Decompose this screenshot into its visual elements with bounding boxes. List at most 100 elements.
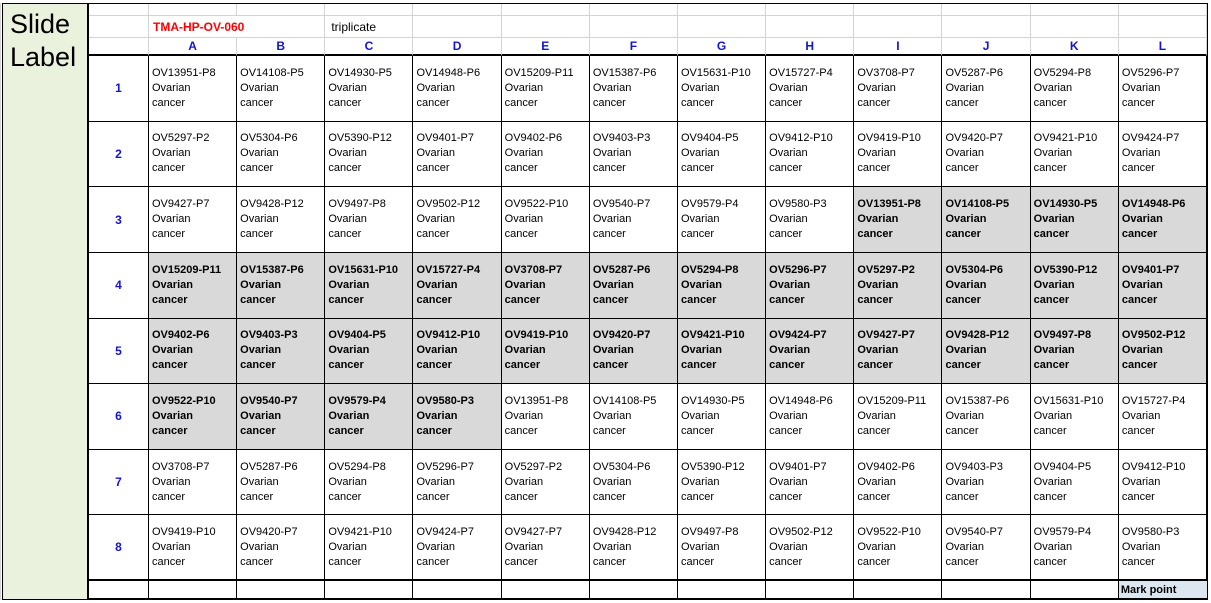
tma-cell[interactable]: OV15209-P11 Ovarian cancer — [854, 384, 943, 450]
footer-spacer-cell[interactable] — [237, 581, 326, 598]
tma-cell[interactable]: OV9580-P3 Ovarian cancer — [1118, 515, 1207, 581]
row-header-2[interactable]: 2 — [89, 121, 149, 188]
tma-cell[interactable]: OV14108-P5 Ovarian cancer — [589, 384, 678, 450]
column-header-H[interactable]: H — [766, 38, 855, 56]
header-spacer-cell[interactable] — [1030, 16, 1119, 38]
row-header-4[interactable]: 4 — [89, 252, 149, 319]
tma-cell[interactable]: OV9424-P7 Ovarian cancer — [766, 318, 855, 385]
tma-cell[interactable]: OV9428-P12 Ovarian cancer — [942, 318, 1031, 385]
tma-cell[interactable]: OV5390-P12 Ovarian cancer — [677, 449, 767, 516]
row-header-6[interactable]: 6 — [89, 384, 149, 450]
tma-cell[interactable]: OV14948-P6 Ovarian cancer — [413, 56, 502, 122]
header-spacer-cell[interactable] — [325, 4, 414, 16]
header-spacer-cell[interactable] — [589, 16, 678, 38]
header-spacer-cell[interactable] — [766, 16, 855, 38]
footer-spacer-cell[interactable] — [942, 581, 1031, 598]
tma-cell[interactable]: OV5296-P7 Ovarian cancer — [1118, 56, 1207, 122]
tma-cell[interactable]: OV9421-P10 Ovarian cancer — [325, 515, 414, 581]
tma-cell[interactable]: OV15387-P6 Ovarian cancer — [237, 252, 326, 319]
row-header-1[interactable]: 1 — [89, 56, 149, 122]
tma-cell[interactable]: OV5287-P6 Ovarian cancer — [942, 56, 1031, 122]
tma-cell[interactable]: OV9502-P12 Ovarian cancer — [1118, 318, 1207, 385]
tma-cell[interactable]: OV9428-P12 Ovarian cancer — [589, 515, 678, 581]
header-spacer-cell[interactable] — [854, 4, 943, 16]
tma-cell[interactable]: OV14930-P5 Ovarian cancer — [1030, 187, 1119, 253]
tma-cell[interactable]: OV9427-P7 Ovarian cancer — [501, 515, 590, 581]
tma-cell[interactable]: OV5294-P8 Ovarian cancer — [325, 449, 414, 516]
tma-cell[interactable]: OV9540-P7 Ovarian cancer — [589, 187, 678, 253]
tma-cell[interactable]: OV5390-P12 Ovarian cancer — [325, 121, 414, 188]
tma-cell[interactable]: OV9424-P7 Ovarian cancer — [413, 515, 502, 581]
footer-spacer-cell[interactable] — [89, 581, 149, 598]
tma-cell[interactable]: OV9421-P10 Ovarian cancer — [677, 318, 767, 385]
header-spacer-cell[interactable] — [501, 4, 590, 16]
header-spacer-cell[interactable] — [1030, 4, 1119, 16]
tma-cell[interactable]: OV9502-P12 Ovarian cancer — [413, 187, 502, 253]
tma-cell[interactable]: OV9404-P5 Ovarian cancer — [1030, 449, 1119, 516]
tma-cell[interactable]: OV15631-P10 Ovarian cancer — [325, 252, 414, 319]
tma-cell[interactable]: OV5296-P7 Ovarian cancer — [413, 449, 502, 516]
tma-cell[interactable]: OV9403-P3 Ovarian cancer — [942, 449, 1031, 516]
mark-point-cell[interactable]: Mark point — [1118, 581, 1207, 598]
tma-cell[interactable]: OV15727-P4 Ovarian cancer — [1118, 384, 1207, 450]
header-spacer-cell[interactable] — [677, 16, 767, 38]
tma-cell[interactable]: OV9419-P10 Ovarian cancer — [854, 121, 943, 188]
tma-cell[interactable]: OV9403-P3 Ovarian cancer — [589, 121, 678, 188]
header-spacer-cell[interactable] — [589, 4, 678, 16]
footer-spacer-cell[interactable] — [590, 581, 678, 598]
tma-cell[interactable]: OV9428-P12 Ovarian cancer — [237, 187, 326, 253]
tma-cell[interactable]: OV9420-P7 Ovarian cancer — [589, 318, 678, 385]
tma-cell[interactable]: OV15387-P6 Ovarian cancer — [589, 56, 678, 122]
column-header-A[interactable]: A — [149, 38, 238, 56]
tma-cell[interactable]: OV14930-P5 Ovarian cancer — [677, 384, 767, 450]
tma-cell[interactable]: OV15631-P10 Ovarian cancer — [1030, 384, 1119, 450]
header-spacer-cell[interactable] — [942, 4, 1031, 16]
header-spacer-cell[interactable] — [766, 4, 855, 16]
tma-cell[interactable]: OV5294-P8 Ovarian cancer — [677, 252, 767, 319]
tma-cell[interactable]: OV9579-P4 Ovarian cancer — [677, 187, 767, 253]
tma-cell[interactable]: OV9579-P4 Ovarian cancer — [1030, 515, 1119, 581]
tma-cell[interactable]: OV5297-P2 Ovarian cancer — [501, 449, 590, 516]
header-spacer-cell[interactable] — [413, 4, 502, 16]
tma-cell[interactable]: OV3708-P7 Ovarian cancer — [149, 449, 238, 516]
tma-cell[interactable]: OV9497-P8 Ovarian cancer — [677, 515, 767, 581]
column-header-K[interactable]: K — [1030, 38, 1119, 56]
tma-cell[interactable]: OV15727-P4 Ovarian cancer — [413, 252, 502, 319]
column-header-L[interactable]: L — [1118, 38, 1207, 56]
tma-cell[interactable]: OV9402-P6 Ovarian cancer — [149, 318, 238, 385]
tma-cell[interactable]: OV14948-P6 Ovarian cancer — [766, 384, 855, 450]
tma-cell[interactable]: OV5294-P8 Ovarian cancer — [1030, 56, 1119, 122]
tma-cell[interactable]: OV9420-P7 Ovarian cancer — [237, 515, 326, 581]
tma-cell[interactable]: OV9419-P10 Ovarian cancer — [501, 318, 590, 385]
tma-cell[interactable]: OV15631-P10 Ovarian cancer — [677, 56, 767, 122]
tma-cell[interactable]: OV9424-P7 Ovarian cancer — [1118, 121, 1207, 188]
tma-cell[interactable]: OV9421-P10 Ovarian cancer — [1030, 121, 1119, 188]
header-spacer-cell[interactable] — [89, 4, 149, 16]
header-spacer-cell[interactable] — [854, 16, 943, 38]
tma-cell[interactable]: OV9404-P5 Ovarian cancer — [677, 121, 767, 188]
tma-cell[interactable]: OV14108-P5 Ovarian cancer — [942, 187, 1031, 253]
tma-cell[interactable]: OV9579-P4 Ovarian cancer — [325, 384, 414, 450]
header-spacer-cell[interactable] — [942, 16, 1031, 38]
tma-cell[interactable]: OV15727-P4 Ovarian cancer — [766, 56, 855, 122]
footer-spacer-cell[interactable] — [1031, 581, 1119, 598]
tma-cell[interactable]: OV9540-P7 Ovarian cancer — [237, 384, 326, 450]
tma-cell[interactable]: OV9497-P8 Ovarian cancer — [325, 187, 414, 253]
header-spacer-cell[interactable] — [149, 4, 238, 16]
tma-cell[interactable]: OV9522-P10 Ovarian cancer — [501, 187, 590, 253]
header-spacer-cell[interactable] — [1118, 4, 1207, 16]
tma-cell[interactable]: OV9412-P10 Ovarian cancer — [413, 318, 502, 385]
tma-cell[interactable]: OV15387-P6 Ovarian cancer — [942, 384, 1031, 450]
column-header-J[interactable]: J — [942, 38, 1031, 56]
tma-cell[interactable]: OV15209-P11 Ovarian cancer — [501, 56, 590, 122]
tma-cell[interactable]: OV13951-P8 Ovarian cancer — [854, 187, 943, 253]
tma-cell[interactable]: OV9540-P7 Ovarian cancer — [942, 515, 1031, 581]
tma-cell[interactable]: OV9404-P5 Ovarian cancer — [325, 318, 414, 385]
tma-cell[interactable]: OV9580-P3 Ovarian cancer — [766, 187, 855, 253]
tma-cell[interactable]: OV13951-P8 Ovarian cancer — [501, 384, 590, 450]
tma-cell[interactable]: OV9412-P10 Ovarian cancer — [766, 121, 855, 188]
tma-cell[interactable]: OV5297-P2 Ovarian cancer — [854, 252, 943, 319]
tma-cell[interactable]: OV5297-P2 Ovarian cancer — [149, 121, 238, 188]
tma-cell[interactable]: OV3708-P7 Ovarian cancer — [854, 56, 943, 122]
column-header-D[interactable]: D — [413, 38, 502, 56]
